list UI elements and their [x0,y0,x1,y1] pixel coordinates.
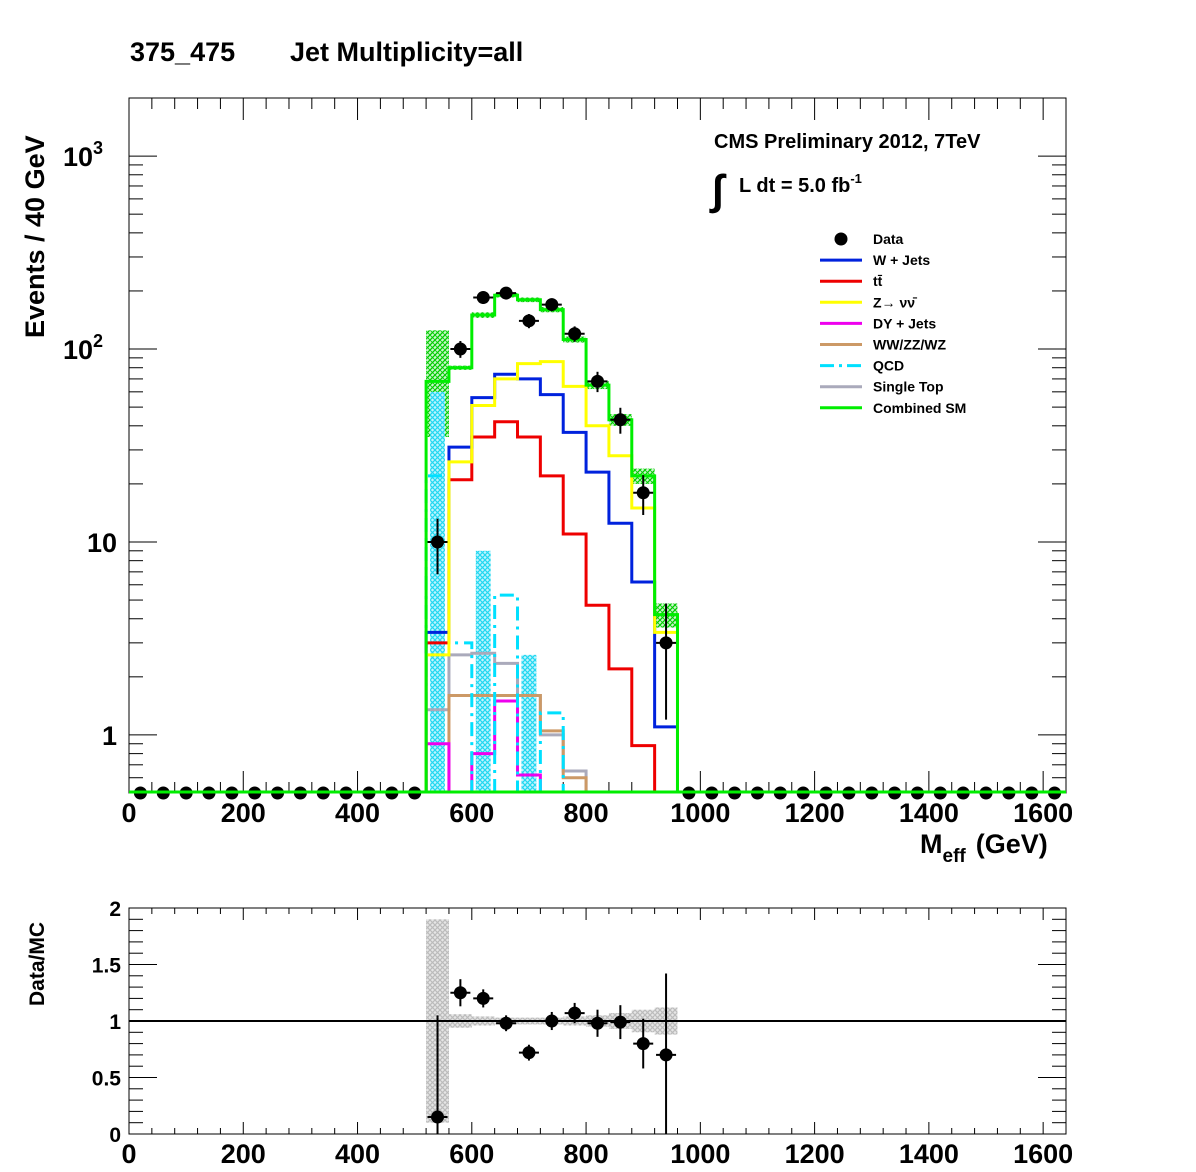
ratio-x-tick-label: 1200 [785,1139,845,1169]
legend-label: W + Jets [873,252,930,268]
ratio-point [476,991,490,1005]
ratio-x-tick-label: 0 [121,1139,136,1169]
ratio-x-tick-label: 1400 [899,1139,959,1169]
ratio-point [568,1006,582,1020]
ratio-point [522,1046,536,1060]
x-tick-label: 1400 [899,798,959,828]
ratio-y-tick-label: 0.5 [92,1068,122,1091]
x-tick-label: 200 [221,798,266,828]
ratio-y-tick-label: 1.5 [92,955,122,978]
series-combined [424,293,679,793]
ratio-y-tick-label: 0 [109,1124,121,1147]
ratio-point [545,1014,559,1028]
series-diboson [447,694,588,793]
data-point [613,413,627,427]
legend: Data W + Jets tt̄ Z→ νν̄ DY + Jets WW/ZZ/WZ QC… [820,231,966,416]
legend-marker-data [834,232,848,246]
ratio-axes: 0 200 400 600 800 1000 1200 1400 1600 0 0.5 1 1.5 2 [92,898,1073,1169]
x-label-main: M [920,829,943,859]
integral-sign: ∫ [709,166,727,214]
legend-label: Z→ νν̄ [873,294,918,310]
data-point [431,535,445,549]
region-title: 375_475 [130,37,236,67]
legend-label: Single Top [873,379,944,395]
data-point [568,327,582,341]
x-tick-label: 600 [449,798,494,828]
legend-label: tt̄ [873,273,883,289]
data-point [476,290,490,304]
x-tick-label: 1200 [785,798,845,828]
data-point [453,342,467,356]
x-label-sub: eff [943,846,967,867]
data-point [499,286,513,300]
main-x-axis-label: Meff (GeV) [920,829,1048,867]
lumi-exponent: -1 [850,171,862,186]
y-tick-base: 10 [63,335,93,365]
ratio-y-axis-label: Data/MC [26,922,49,1006]
lumi-label: L dt = 5.0 fb-1 [739,171,862,197]
ratio-point [431,1110,445,1124]
legend-label: Data [873,231,904,247]
ratio-point [453,986,467,1000]
qcd-uncertainty [430,391,445,793]
ratio-x-tick-label: 1000 [670,1139,730,1169]
ratio-point [499,1016,513,1030]
main-data-points [129,286,1066,800]
ratio-x-tick-label: 1600 [1013,1139,1073,1169]
ratio-data-points [427,973,677,1134]
y-tick-label: 1 [102,721,117,751]
ratio-x-tick-label: 800 [564,1139,609,1169]
selection-title: Jet Multiplicity=all [290,37,524,67]
data-point [636,486,650,500]
qcd-uncertainty [475,550,491,793]
ratio-y-tick-label: 2 [109,898,121,921]
legend-label: Combined SM [873,400,966,416]
ratio-point [659,1048,673,1062]
x-tick-label: 1000 [670,798,730,828]
y-tick-label: 103 [63,138,103,172]
x-tick-label: 1600 [1013,798,1073,828]
data-point [659,636,673,650]
qcd-uncertainty [521,654,537,793]
y-tick-exponent: 3 [93,138,103,158]
y-tick-label: 102 [63,331,103,365]
main-y-axis-label: Events / 40 GeV [20,135,50,338]
ratio-point [591,1016,604,1030]
ratio-x-tick-label: 200 [221,1139,266,1169]
lumi-text: L dt = 5.0 fb [739,175,850,197]
y-tick-base: 10 [63,142,93,172]
ratio-x-tick-label: 600 [449,1139,494,1169]
legend-label: DY + Jets [873,315,936,331]
y-tick-label: 10 [87,528,117,558]
data-point [591,374,604,388]
ratio-point [636,1037,650,1051]
y-tick-exponent: 2 [93,331,103,351]
main-plot-frame [128,97,1067,794]
x-tick-label: 0 [121,798,136,828]
data-point [545,298,559,312]
x-tick-label: 400 [335,798,380,828]
series-ttbar [424,420,657,793]
ratio-point [613,1015,627,1029]
x-label-unit: (GeV) [976,829,1048,859]
series-znunu [424,360,679,793]
ratio-x-tick-label: 400 [335,1139,380,1169]
legend-label: QCD [873,358,904,374]
main-histograms [424,293,679,793]
experiment-label: CMS Preliminary 2012, 7TeV [714,131,981,153]
ratio-y-tick-label: 1 [109,1011,121,1034]
x-tick-label: 800 [564,798,609,828]
data-point [522,314,536,328]
series-wjets [424,372,679,793]
legend-label: WW/ZZ/WZ [873,337,947,353]
